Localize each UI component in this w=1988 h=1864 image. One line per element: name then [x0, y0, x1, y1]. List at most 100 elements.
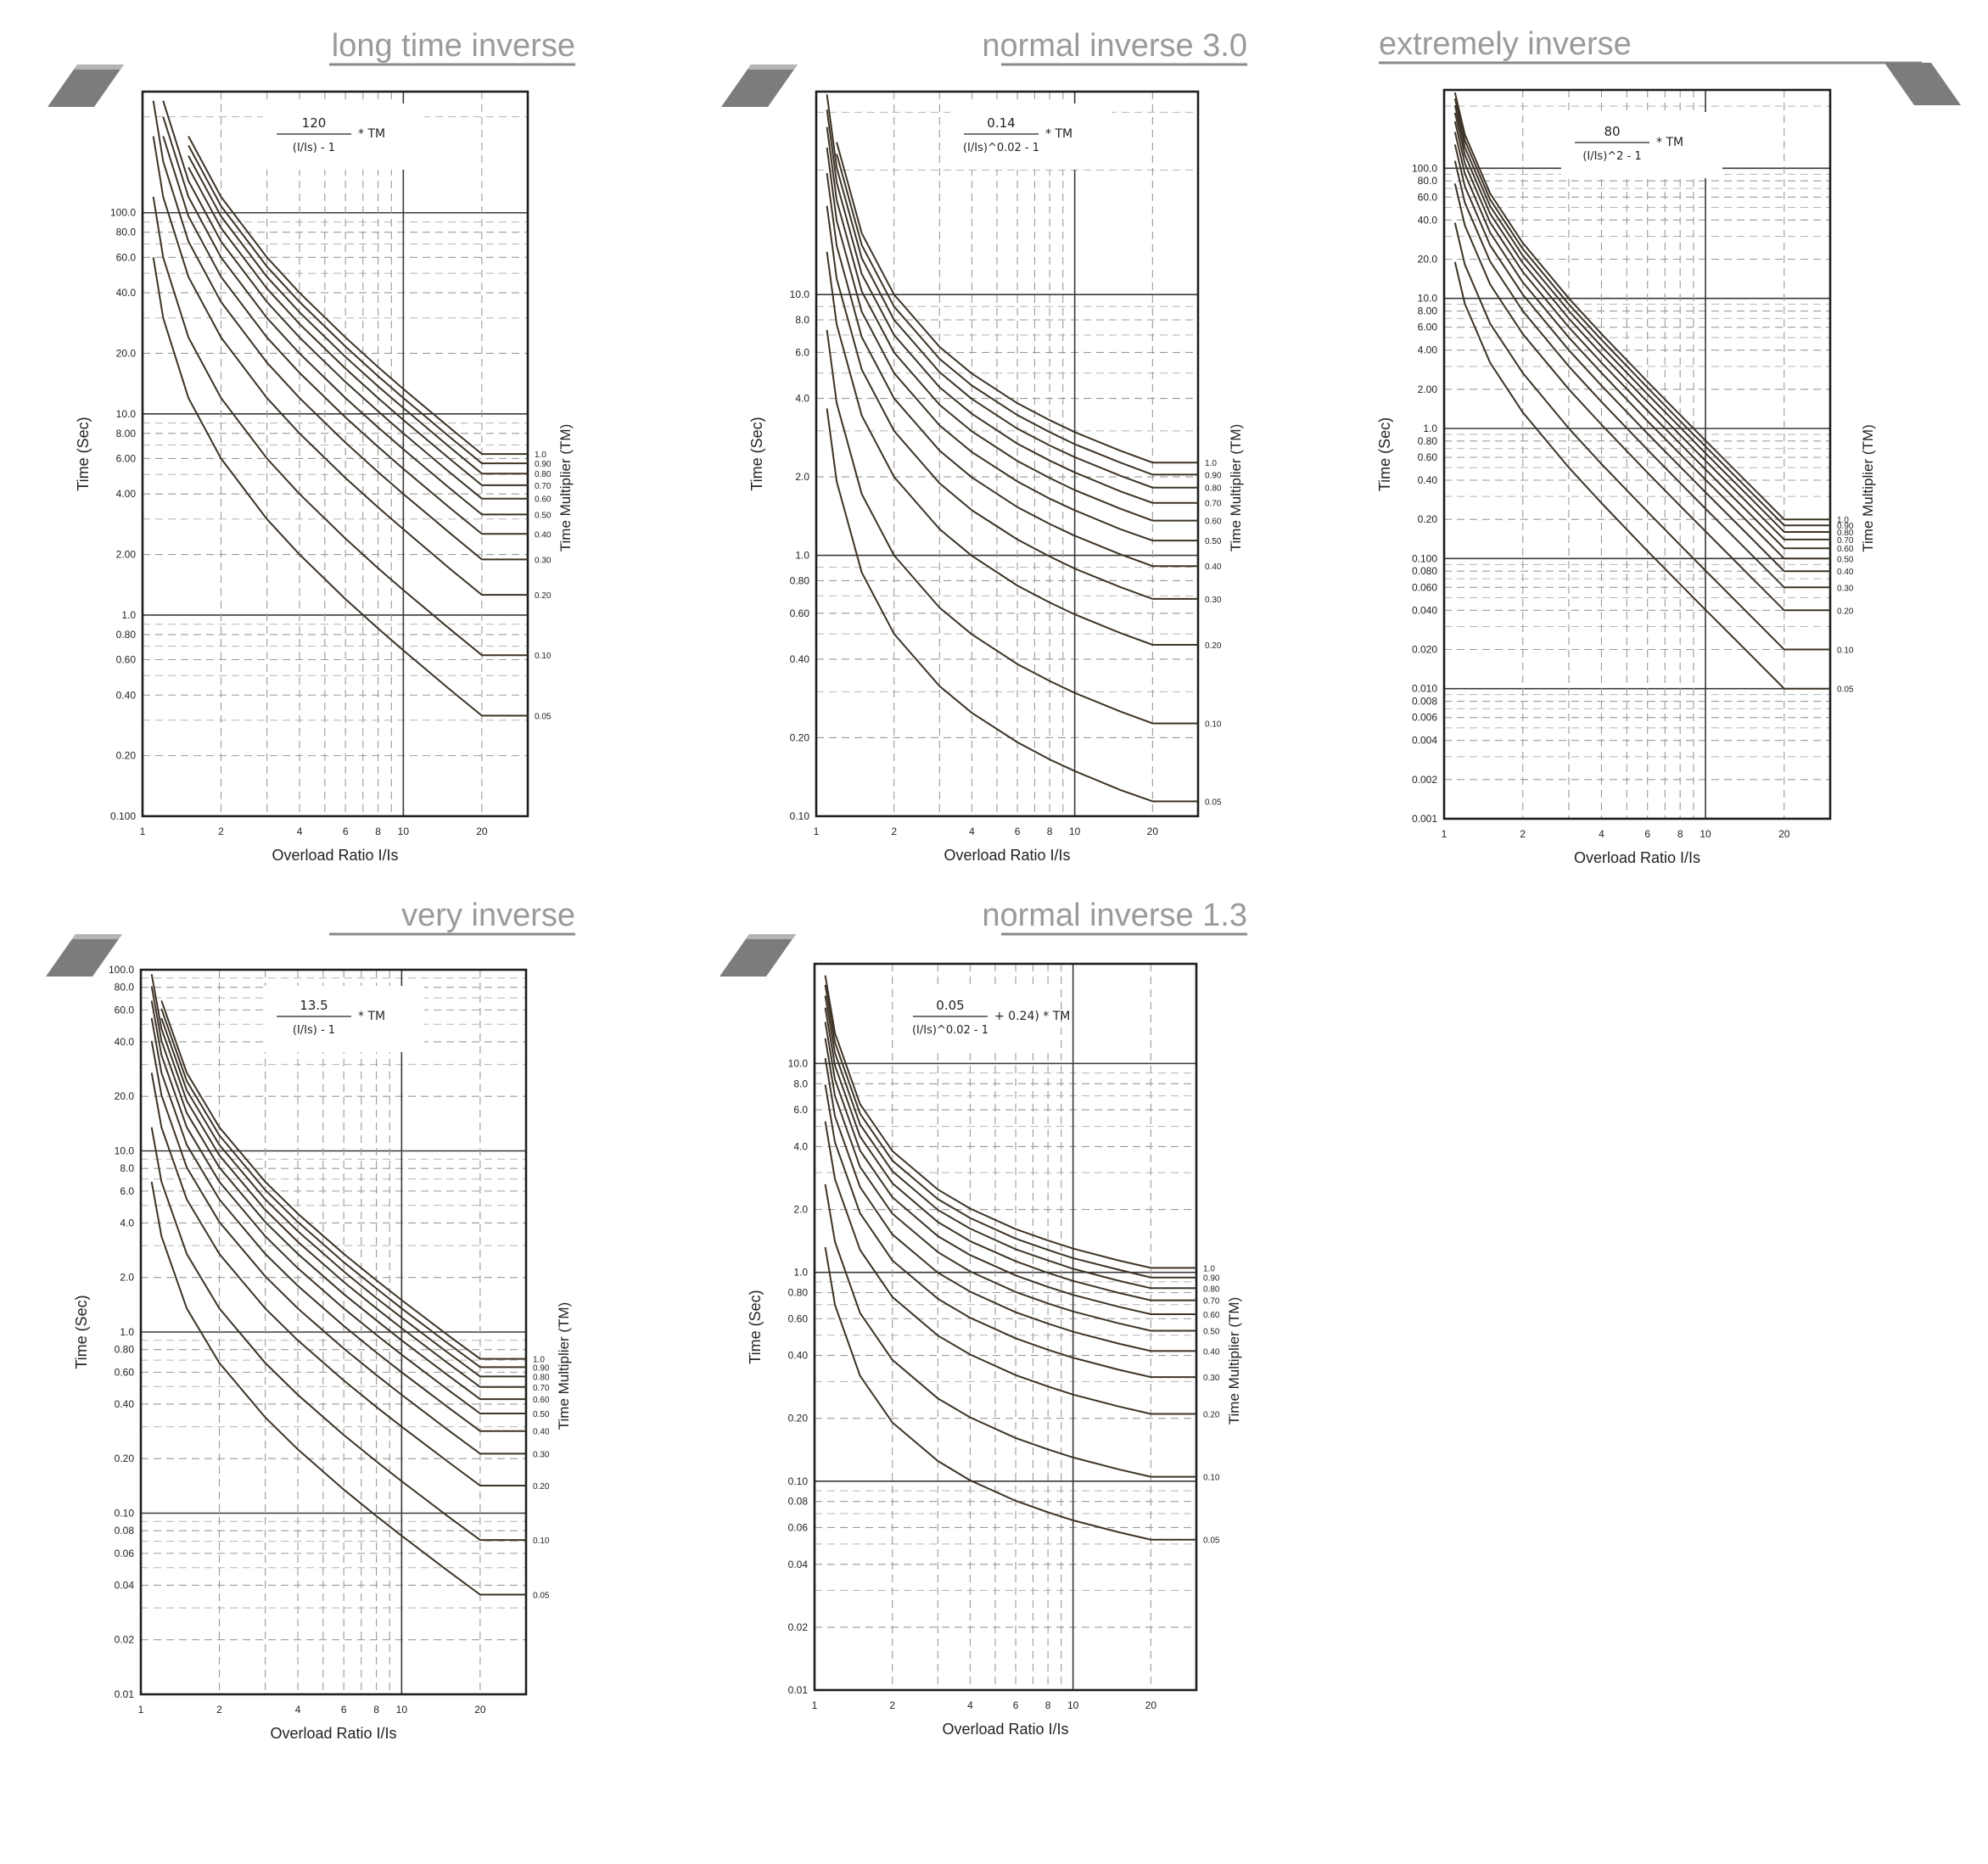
y-axis-title: Time (Sec)	[1376, 417, 1393, 491]
y-tick-label: 0.040	[1412, 604, 1437, 616]
y-tick-label: 2.00	[1418, 383, 1438, 395]
y-tick-label: 0.08	[115, 1525, 135, 1537]
y-tick-label: 0.40	[1418, 474, 1438, 486]
tm-label: 0.40	[535, 530, 552, 540]
y-tick-label: 0.60	[116, 654, 137, 666]
x-tick-label: 20	[1147, 826, 1159, 837]
x-tick-label: 2	[891, 826, 897, 837]
y-tick-label: 0.60	[790, 607, 810, 619]
ribbon-highlight	[746, 934, 796, 939]
ribbon-highlight	[748, 64, 798, 70]
y-tick-label: 4.0	[795, 393, 809, 405]
formula-background	[263, 104, 424, 170]
formula-box: 80 (I/Is)^2 - 1 * TM	[1561, 112, 1722, 178]
x-tick-label: 8	[1677, 828, 1683, 840]
curve-tm-0-80	[826, 94, 1198, 489]
y-tick-label: 80.0	[115, 982, 135, 994]
y-tick-label: 0.020	[1412, 644, 1437, 656]
y-tick-label: 0.60	[115, 1366, 135, 1378]
y-tick-label: 40.0	[1418, 214, 1438, 226]
y-tick-label: 6.00	[1418, 322, 1438, 333]
x-tick-label: 20	[1145, 1699, 1157, 1711]
plot-frame	[1442, 88, 1832, 820]
y-tick-label: 0.008	[1412, 696, 1437, 708]
y-tick-label: 0.80	[115, 1344, 135, 1356]
y-tick-label: 40.0	[116, 287, 137, 299]
tm-label: 1.0	[1203, 1264, 1215, 1273]
y-tick-label: 0.02	[115, 1634, 135, 1646]
y-tick-label: 10.0	[116, 408, 137, 420]
formula-denominator: (I/Is) - 1	[293, 1024, 335, 1037]
x-tick-label: 1	[140, 826, 146, 837]
tm-label: 0.70	[1837, 536, 1854, 546]
curve-tm-0-30	[152, 100, 528, 561]
tm-label: 0.70	[1205, 500, 1222, 509]
tm-label: 1.0	[1837, 516, 1849, 525]
tm-label: 0.50	[1203, 1328, 1220, 1337]
y-tick-label: 100.0	[109, 964, 134, 976]
y-tick-label: 0.40	[116, 689, 137, 701]
y-tick-label: 0.001	[1412, 813, 1437, 825]
tm-label: 0.80	[1837, 529, 1854, 538]
curve-tm-1-0	[188, 136, 528, 456]
y-tick-label: 60.0	[1418, 191, 1438, 203]
x-tick-label: 6	[1015, 826, 1021, 837]
x-axis-title: Overload Ratio I/Is	[272, 847, 398, 864]
curve-tm-0-40	[1453, 144, 1830, 573]
tm-label: 0.20	[1205, 641, 1222, 651]
y-tick-label: 0.20	[116, 750, 137, 762]
y-tick-label: 0.40	[790, 653, 810, 665]
tm-label: 0.30	[1205, 596, 1222, 605]
formula-suffix: * TM	[1656, 136, 1683, 149]
y-tick-label: 0.80	[790, 574, 810, 586]
curve-tm-0-05	[824, 1246, 1196, 1541]
y-tick-label: 0.40	[115, 1398, 135, 1410]
tm-label: 0.10	[1205, 720, 1222, 730]
tm-label: 0.70	[1203, 1297, 1220, 1307]
y-axis-title: Time (Sec)	[748, 417, 765, 490]
tm-label: 0.40	[1203, 1347, 1220, 1357]
y-tick-label: 20.0	[116, 347, 137, 359]
y2-axis-title: Time Multiplier (TM)	[556, 1302, 572, 1430]
chart-title: long time inverse	[332, 28, 575, 64]
tm-label: 0.80	[533, 1373, 550, 1382]
ribbon-highlight	[72, 934, 122, 939]
tm-label: 0.80	[1203, 1285, 1220, 1294]
x-tick-label: 2	[1520, 828, 1526, 840]
x-tick-label: 6	[341, 1704, 347, 1716]
curve-tm-0-10	[152, 196, 528, 657]
y-tick-label: 2.0	[793, 1204, 808, 1216]
x-tick-label: 6	[1644, 828, 1650, 840]
y-tick-label: 0.100	[1412, 552, 1437, 564]
curve-tm-0-05	[152, 257, 528, 717]
tm-label: 0.50	[1205, 537, 1222, 546]
x-tick-label: 4	[295, 1704, 301, 1716]
x-tick-label: 1	[814, 826, 820, 837]
ribbon-decoration	[48, 64, 124, 107]
curve-tm-0-05	[826, 408, 1198, 803]
curve-tm-0-90	[1453, 98, 1830, 527]
x-tick-label: 2	[889, 1699, 895, 1711]
x-tick-label: 2	[216, 1704, 222, 1716]
y-tick-label: 1.0	[793, 1267, 808, 1279]
y-tick-label: 10.0	[1418, 293, 1438, 305]
curve-tm-0-50	[1453, 132, 1830, 560]
x-tick-label: 8	[1045, 1699, 1051, 1711]
formula-denominator: (I/Is) - 1	[293, 142, 335, 154]
x-axis-title: Overload Ratio I/Is	[944, 847, 1070, 864]
curve-tm-0-20	[152, 136, 528, 596]
ribbon-highlight	[74, 64, 124, 70]
y-tick-label: 0.060	[1412, 581, 1437, 593]
curve-tm-0-30	[1453, 160, 1830, 589]
x-tick-label: 4	[297, 826, 303, 837]
y-tick-label: 0.02	[788, 1621, 809, 1633]
tm-label: 0.70	[535, 482, 552, 491]
tm-label: 0.90	[1837, 522, 1854, 531]
curve-tm-0-50	[162, 116, 528, 516]
x-tick-label: 1	[1442, 828, 1448, 840]
y-tick-label: 100.0	[110, 207, 136, 219]
x-tick-label: 1	[138, 1704, 144, 1716]
tm-label: 0.60	[535, 495, 552, 505]
